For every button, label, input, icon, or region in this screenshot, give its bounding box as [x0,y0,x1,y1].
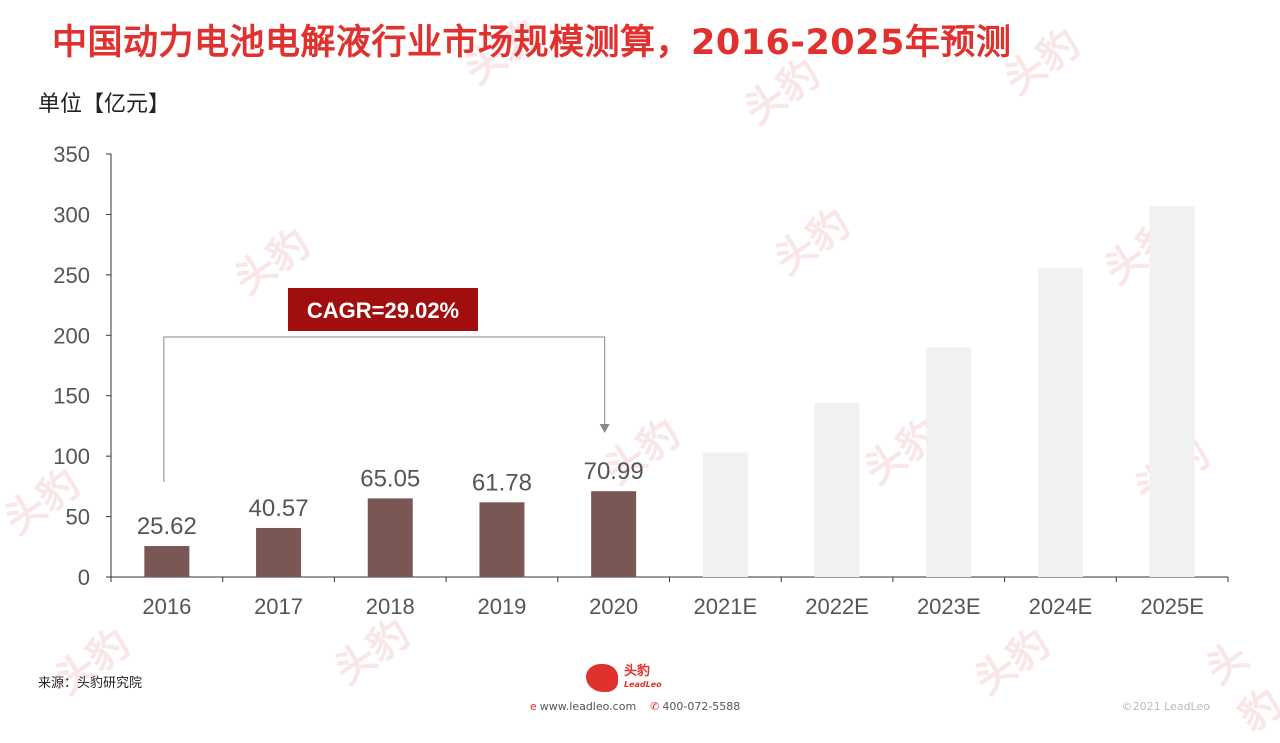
unit-label: 单位【亿元】 [38,92,171,117]
x-tick-label: 2023E [917,594,981,619]
cagr-box [288,288,478,331]
forecast-bar [702,452,748,577]
x-tick-label: 2017 [254,594,303,619]
data-label: 65.05 [360,465,420,492]
forecast-bar [814,402,860,577]
y-tick-label: 50 [66,505,90,530]
y-tick-label: 350 [53,142,90,167]
data-labels: 25.62 40.57 65.05 61.78 70.99 [137,458,644,540]
x-axis: 2016 2017 2018 2019 2020 2021E 2022E 2023E 2024E… [110,576,1229,619]
phone-number: 400-072-5588 [662,700,741,713]
source-note: 来源：头豹研究院 [38,676,143,691]
bar-series [144,205,1195,577]
leopard-logo-icon [586,664,618,692]
cagr-label: CAGR=29.02% [307,298,459,323]
y-tick-label: 0 [78,565,90,590]
data-label: 70.99 [584,458,644,485]
footer-contact: e www.leadleo.com ✆ 400-072-5588 [530,700,740,713]
actual-bar [479,502,525,577]
y-tick-label: 300 [53,202,90,227]
forecast-bar [1149,205,1195,577]
forecast-bar [926,347,972,577]
actual-bar [144,546,190,577]
x-tick-label: 2016 [142,594,191,619]
cagr-annotation: CAGR=29.02% [163,288,610,482]
website-link[interactable]: www.leadleo.com [539,700,637,713]
cagr-arrow-icon [599,424,610,433]
phone-icon: ✆ [650,700,660,713]
x-tick-label: 2018 [366,594,415,619]
y-axis: 0 50 100 150 200 250 300 350 [53,142,112,590]
data-label: 25.62 [137,513,197,540]
copyright: ©2021 LeadLeo [1121,700,1210,713]
logo-subtext: LeadLeo [624,680,662,689]
actual-bar [256,527,302,577]
cagr-bracket-line [163,336,606,482]
footer-logo: 头豹 LeadLeo [586,664,662,692]
data-label: 40.57 [249,495,309,522]
y-tick-label: 100 [53,444,90,469]
x-tick-label: 2022E [805,594,869,619]
actual-bar [591,491,637,577]
forecast-bar [1037,267,1083,577]
y-tick-label: 200 [53,323,90,348]
web-icon: e [530,700,537,713]
chart-title: 中国动力电池电解液行业市场规模测算，2016-2025年预测 [52,23,1012,63]
x-tick-label: 2025E [1140,594,1204,619]
logo-text: 头豹 [624,664,651,679]
x-tick-label: 2019 [477,594,526,619]
y-tick-label: 250 [53,263,90,288]
x-tick-label: 2020 [589,594,638,619]
x-tick-label: 2021E [694,594,758,619]
x-tick-label: 2024E [1029,594,1093,619]
y-tick-label: 150 [53,384,90,409]
actual-bar [367,498,413,577]
data-label: 61.78 [472,469,532,496]
